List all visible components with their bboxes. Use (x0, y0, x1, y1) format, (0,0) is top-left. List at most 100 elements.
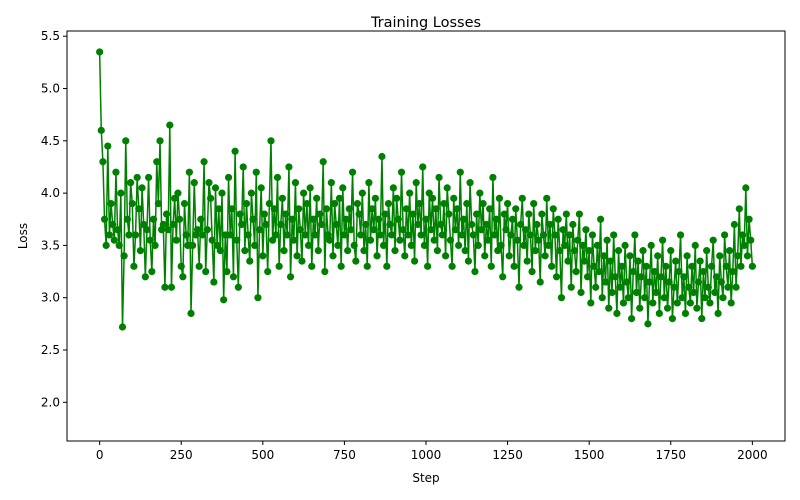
x-tick-label: 1750 (655, 448, 686, 462)
data-point (402, 205, 411, 213)
data-point (556, 247, 564, 255)
data-point (257, 184, 265, 192)
data-point (218, 189, 226, 197)
data-point (242, 199, 251, 208)
data-point (703, 247, 711, 255)
data-point (118, 323, 127, 331)
data-point (399, 226, 407, 234)
data-point (691, 241, 699, 250)
data-point (468, 220, 476, 229)
y-tick-label: 2.5 (41, 343, 60, 357)
data-point (353, 199, 362, 208)
data-point (357, 231, 365, 239)
data-point (561, 241, 569, 250)
data-point (189, 241, 197, 250)
data-point (109, 220, 117, 229)
data-point (645, 278, 654, 286)
data-point (379, 241, 388, 250)
data-point (164, 226, 172, 234)
data-point (494, 247, 502, 255)
data-point (143, 226, 151, 234)
data-point (685, 283, 693, 291)
data-point (388, 231, 396, 239)
data-point (461, 247, 469, 255)
data-point (587, 299, 595, 307)
data-point (331, 199, 339, 208)
data-point (642, 262, 650, 270)
data-point (371, 194, 380, 202)
data-point (410, 257, 419, 265)
data-point (130, 262, 138, 270)
data-point (407, 241, 415, 250)
data-point (428, 194, 437, 202)
data-point (141, 273, 149, 281)
data-point (128, 199, 136, 208)
data-point (187, 309, 195, 317)
data-point (193, 226, 202, 234)
data-point (606, 257, 615, 265)
data-point (396, 236, 404, 244)
data-point (515, 283, 523, 291)
data-point (652, 288, 660, 297)
data-point (244, 231, 252, 239)
data-point (743, 252, 752, 260)
data-point (394, 215, 402, 223)
data-point (732, 283, 740, 291)
data-point (122, 137, 130, 145)
data-point (701, 294, 709, 302)
data-point (665, 278, 673, 286)
data-point (234, 283, 242, 291)
data-point (659, 236, 667, 244)
data-point (559, 226, 567, 234)
x-tick-label: 1000 (411, 448, 442, 462)
data-point (649, 299, 657, 307)
data-point (391, 247, 399, 255)
data-point (450, 194, 458, 202)
data-point (523, 257, 531, 265)
data-point (166, 121, 174, 129)
x-tick-label: 500 (251, 448, 274, 462)
data-point (528, 267, 536, 276)
data-point (360, 247, 368, 255)
y-tick-label: 5.5 (41, 29, 60, 43)
data-point (608, 288, 616, 297)
y-axis-label: Loss (16, 223, 30, 249)
data-point (306, 184, 314, 192)
data-point (688, 262, 696, 270)
data-point (208, 236, 216, 244)
data-point (272, 231, 280, 239)
data-point (598, 294, 606, 302)
data-point (435, 173, 443, 182)
data-point (265, 199, 273, 208)
data-point (641, 294, 649, 302)
data-point (389, 184, 397, 192)
data-point (624, 294, 632, 302)
data-point (146, 236, 154, 244)
data-point (224, 173, 233, 182)
data-point (135, 205, 143, 213)
data-point (427, 226, 435, 234)
data-point (734, 252, 742, 260)
data-point (654, 252, 662, 260)
data-point (300, 189, 308, 197)
data-point (610, 231, 618, 239)
data-point (415, 199, 424, 208)
data-point (249, 215, 257, 223)
data-point (729, 267, 737, 276)
data-point (673, 299, 681, 307)
data-point (355, 210, 363, 218)
data-point (477, 226, 486, 234)
data-point (474, 241, 482, 250)
data-point (153, 158, 161, 166)
data-point (133, 173, 141, 182)
data-point (262, 220, 270, 229)
data-point (314, 247, 322, 255)
data-point (476, 189, 484, 197)
data-point (167, 283, 176, 291)
data-point (580, 257, 588, 265)
data-point (668, 315, 677, 323)
data-point (740, 241, 748, 250)
data-point (616, 283, 624, 291)
data-point (264, 267, 272, 276)
data-point (464, 257, 473, 265)
